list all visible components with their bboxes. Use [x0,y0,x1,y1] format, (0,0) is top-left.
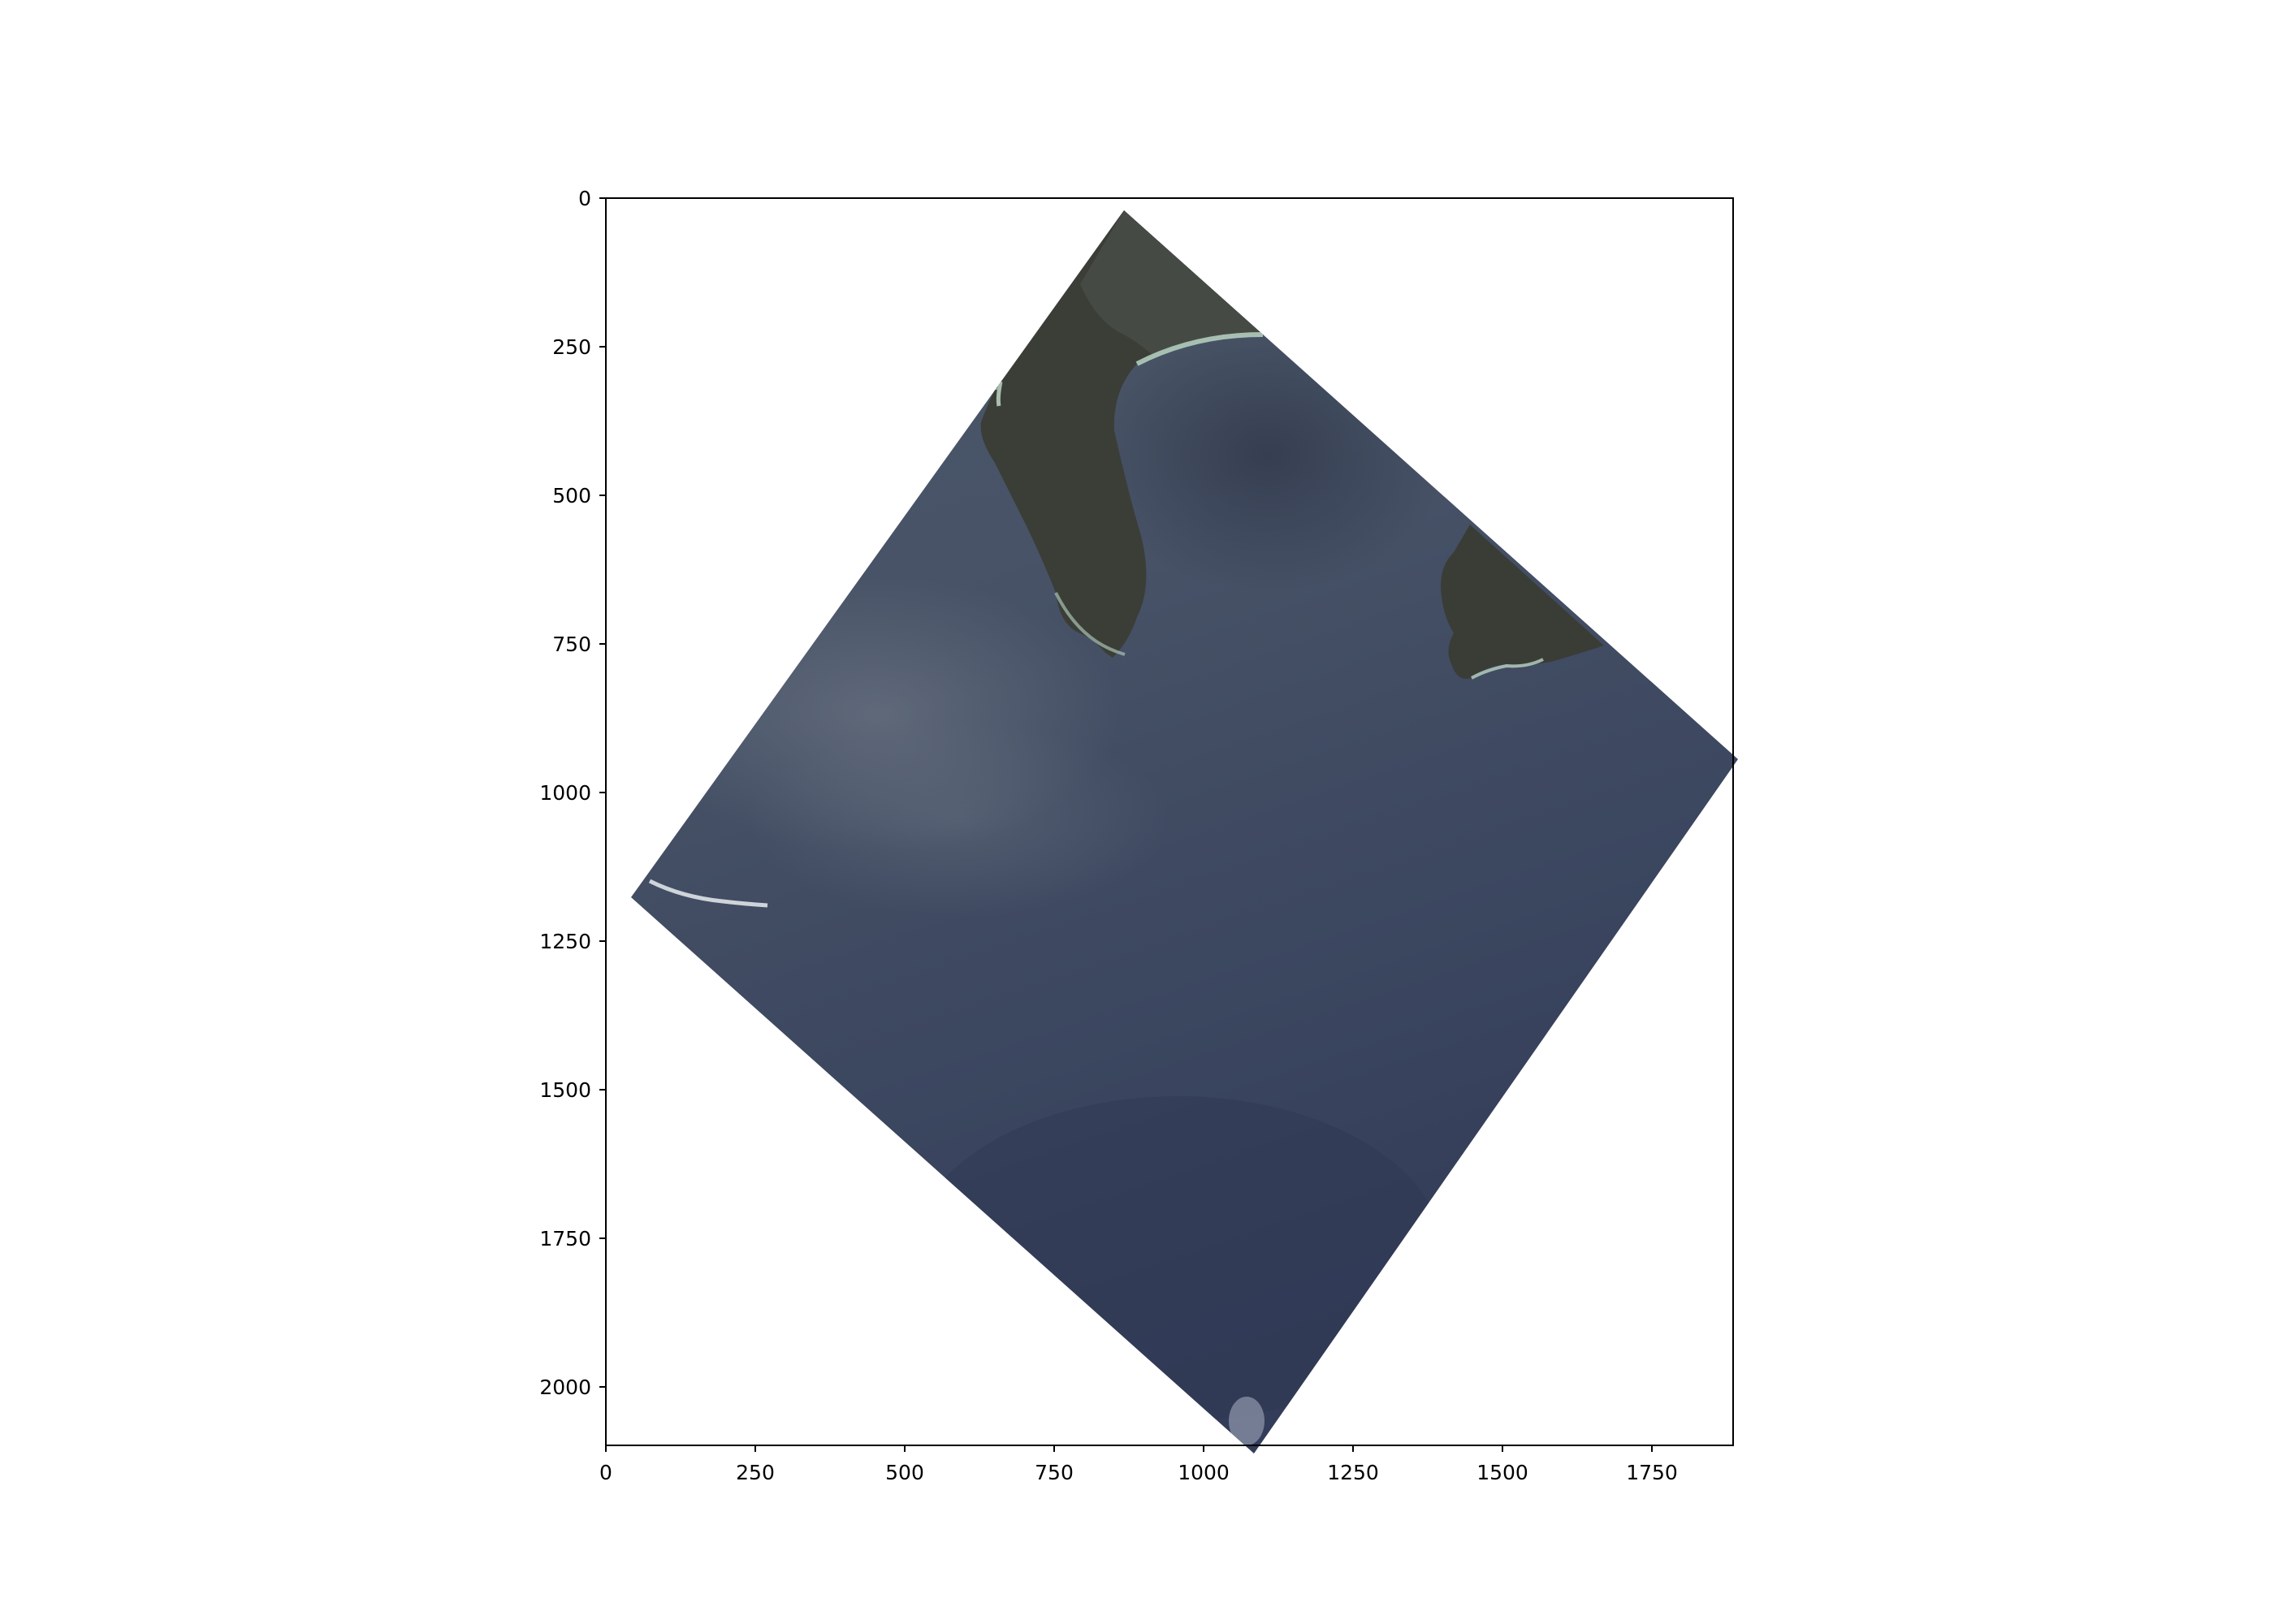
y-tick-label: 500 [552,484,591,508]
x-axis: 0 250 500 750 1000 1250 1500 1750 [599,1445,1678,1484]
sea-sheen-2 [747,723,1169,918]
shoreline-north [1135,332,1264,366]
x-tick-label: 250 [736,1461,775,1484]
y-tick-label: 1250 [539,930,591,953]
y-tick-label: 0 [578,187,591,210]
x-tick-label: 1250 [1327,1461,1379,1484]
y-tick-label: 1000 [539,781,591,805]
y-tick-label: 1500 [539,1078,591,1102]
x-tick-label: 1000 [1178,1461,1230,1484]
x-tick-label: 1500 [1476,1461,1528,1484]
x-tick-label: 1750 [1626,1461,1678,1484]
x-tick-label: 750 [1035,1461,1074,1484]
y-tick-label: 2000 [539,1376,591,1399]
ship-wake [648,879,768,908]
axes-frame [605,197,1734,1446]
shoreline-east [1471,658,1544,680]
surf-patch [1229,1397,1265,1445]
y-tick-label: 250 [552,335,591,359]
y-tick-label: 750 [552,633,591,656]
satellite-image [631,210,1738,1453]
land-east [1441,525,1604,679]
y-tick-label: 1750 [539,1227,591,1250]
x-tick-label: 500 [885,1461,924,1484]
urban-area [1080,210,1263,356]
image-footprint [631,210,1738,1453]
shoreline-south [1054,592,1126,656]
deep-water [910,1096,1446,1421]
x-tick-label: 0 [599,1461,612,1484]
y-axis: 0 250 500 750 1000 1250 1500 1750 2000 [539,187,606,1399]
